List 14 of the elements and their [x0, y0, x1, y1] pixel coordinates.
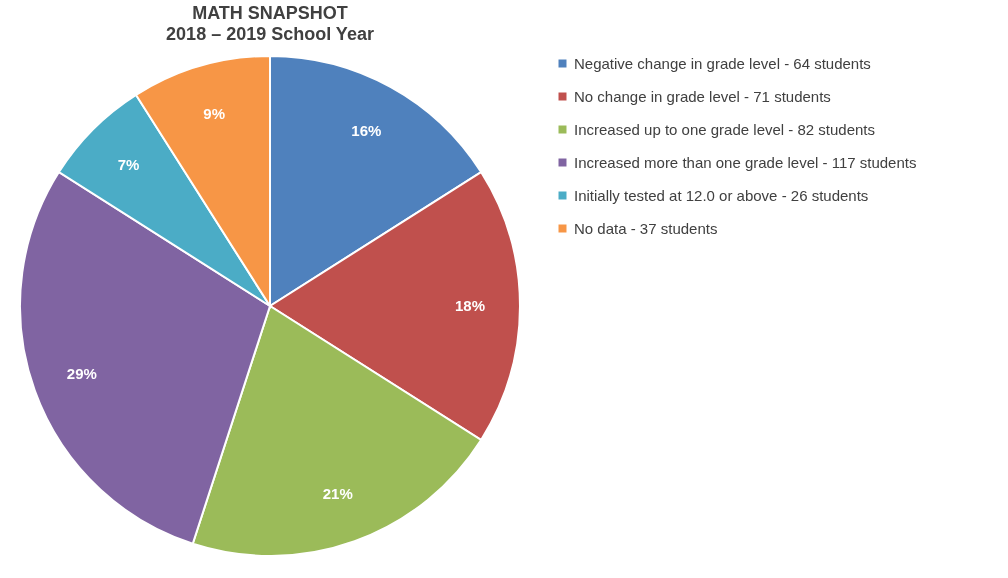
data-label: 9% [203, 104, 226, 122]
legend-label: Increased more than one grade level - 117 students [574, 153, 917, 171]
data-label: 7% [117, 155, 140, 173]
data-label: 29% [66, 364, 97, 382]
legend-label: Increased up to one grade level - 82 students [574, 120, 876, 138]
legend-label: Initially tested at 12.0 or above - 26 students [574, 186, 869, 204]
chart-subtitle: 2018 – 2019 School Year [166, 24, 374, 44]
legend-label: No data - 37 students [574, 219, 718, 237]
data-label: 21% [322, 485, 353, 503]
data-label: 18% [454, 297, 486, 314]
chart-title: MATH SNAPSHOT [192, 3, 348, 23]
data-label: 16% [351, 121, 382, 139]
legend-label: No change in grade level - 71 students [574, 87, 831, 105]
legend-label: Negative change in grade level - 64 students [574, 54, 871, 72]
